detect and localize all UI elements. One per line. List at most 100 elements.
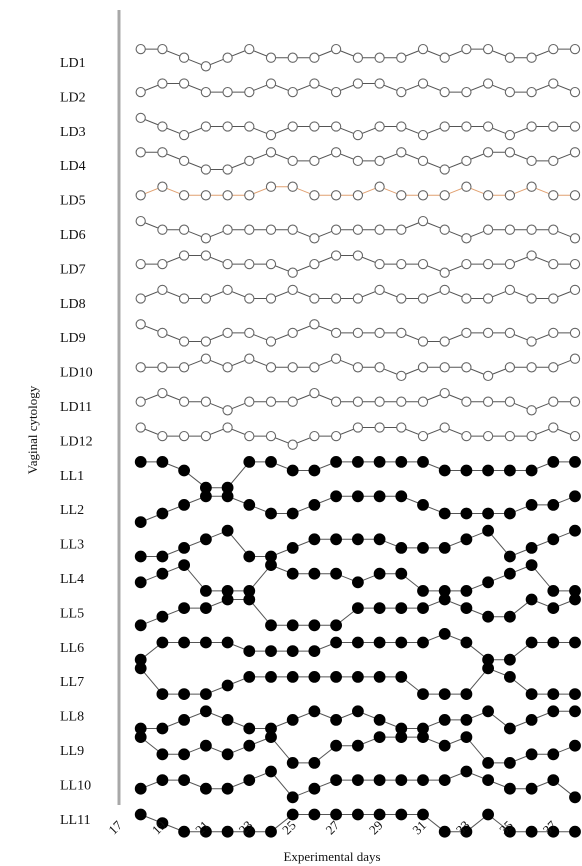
data-point xyxy=(308,757,321,769)
data-point xyxy=(482,78,494,89)
data-point xyxy=(569,353,581,364)
data-point xyxy=(135,258,146,270)
data-point xyxy=(330,619,343,632)
data-point xyxy=(526,430,537,442)
data-point xyxy=(569,190,581,201)
data-point xyxy=(135,293,146,304)
data-point xyxy=(417,602,429,614)
data-point xyxy=(547,825,560,838)
data-point xyxy=(396,224,407,235)
data-point xyxy=(461,430,472,442)
row-label-layer: LD1 LD2 LD3 LD4 LD5 LD6 LD7 LD8 LD9 LD10 LD11 LD12 L… xyxy=(60,56,93,828)
data-point xyxy=(438,464,451,477)
data-point xyxy=(134,808,147,821)
data-point xyxy=(200,86,212,98)
row-label-ld5: LD5 xyxy=(60,194,86,209)
data-point xyxy=(330,739,343,752)
data-point xyxy=(525,464,538,477)
data-point xyxy=(504,258,516,270)
data-point xyxy=(460,507,473,520)
data-point xyxy=(569,825,581,838)
data-point xyxy=(308,645,321,657)
data-point xyxy=(286,808,299,821)
data-point xyxy=(222,224,233,235)
data-point xyxy=(200,293,212,304)
data-point xyxy=(461,293,472,304)
data-point xyxy=(461,43,472,55)
data-point xyxy=(287,181,298,192)
data-point xyxy=(156,636,169,649)
data-point xyxy=(221,782,234,795)
data-point xyxy=(547,602,560,614)
data-point xyxy=(330,456,343,468)
data-point xyxy=(504,464,516,477)
data-point xyxy=(265,645,277,657)
data-point xyxy=(286,507,299,520)
data-point xyxy=(417,731,429,743)
data-point xyxy=(178,602,191,614)
data-point xyxy=(461,86,472,98)
data-point xyxy=(374,422,385,433)
data-point xyxy=(504,430,516,442)
data-point xyxy=(417,396,429,407)
data-point xyxy=(221,636,234,649)
data-point xyxy=(135,190,146,201)
data-point xyxy=(309,233,320,244)
data-point xyxy=(548,327,559,339)
data-point xyxy=(460,602,473,614)
data-point xyxy=(547,688,560,700)
data-point xyxy=(547,774,560,786)
data-point xyxy=(178,688,191,700)
series-ld4 xyxy=(135,147,581,175)
data-point xyxy=(244,293,255,304)
data-point xyxy=(330,533,343,546)
data-point xyxy=(330,636,343,649)
data-point xyxy=(243,550,256,563)
series-ld10 xyxy=(135,353,581,382)
data-point xyxy=(482,293,494,304)
data-point xyxy=(526,250,537,261)
data-point xyxy=(525,593,538,606)
data-point xyxy=(569,739,581,752)
data-point xyxy=(395,490,408,503)
data-point xyxy=(417,362,429,373)
data-point xyxy=(265,430,277,442)
data-point xyxy=(352,774,364,786)
data-point xyxy=(200,430,212,442)
data-point xyxy=(308,705,321,718)
data-point xyxy=(482,808,495,821)
data-point xyxy=(244,353,255,364)
y-axis-title: Vaginal cytology xyxy=(25,385,40,474)
data-point xyxy=(526,336,537,347)
data-point xyxy=(178,499,191,511)
series-ll6 xyxy=(134,628,581,666)
data-point xyxy=(352,190,364,201)
series-layer xyxy=(134,43,581,838)
data-point xyxy=(265,765,277,778)
data-point xyxy=(265,396,277,407)
row-label-ll8: LL8 xyxy=(60,710,84,725)
data-point xyxy=(417,499,429,511)
data-point xyxy=(309,52,320,63)
data-point xyxy=(438,507,451,520)
data-point xyxy=(352,362,364,373)
data-point xyxy=(395,774,408,786)
data-point xyxy=(352,155,364,167)
data-point xyxy=(569,233,581,244)
data-point xyxy=(395,808,408,821)
data-point xyxy=(157,43,168,55)
data-point xyxy=(178,636,191,649)
data-point xyxy=(504,757,516,769)
data-point xyxy=(438,714,451,726)
row-label-ll6: LL6 xyxy=(60,641,84,656)
data-point xyxy=(156,722,169,735)
data-point xyxy=(200,190,212,201)
data-point xyxy=(460,731,473,743)
row-label-ll2: LL2 xyxy=(60,503,84,518)
data-point xyxy=(243,774,256,786)
data-point xyxy=(460,464,473,477)
data-point xyxy=(548,78,559,89)
row-label-ld4: LD4 xyxy=(60,159,86,174)
data-point xyxy=(417,808,429,821)
data-point xyxy=(525,748,538,761)
